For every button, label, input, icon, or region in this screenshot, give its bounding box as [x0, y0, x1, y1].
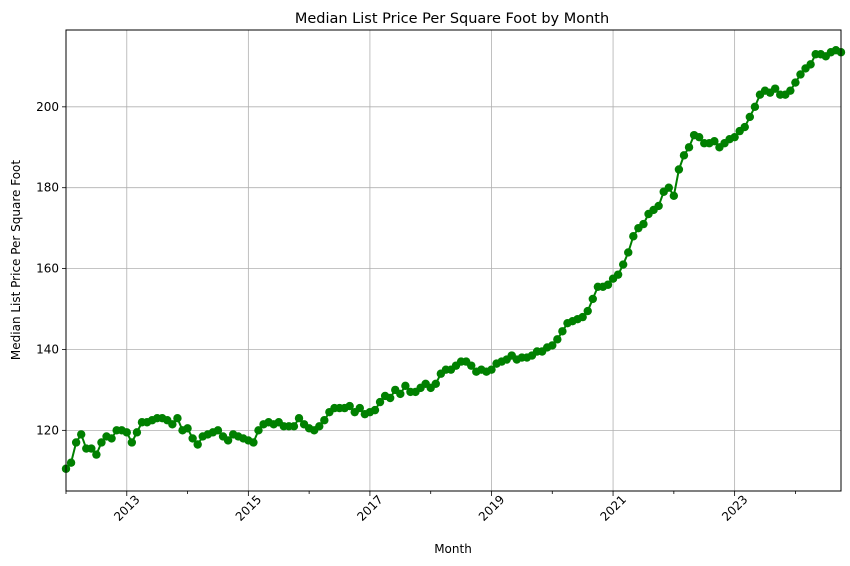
data-point [254, 426, 263, 435]
data-point [588, 294, 597, 304]
data-point [355, 403, 364, 413]
data-point [168, 420, 177, 429]
data-point [294, 414, 304, 423]
data-point [669, 191, 679, 200]
data-point [122, 428, 131, 437]
data-point [107, 434, 116, 443]
x-tick-label: 2023 [719, 492, 750, 523]
data-point [578, 312, 587, 322]
data-point [385, 393, 395, 403]
x-axis: 2013 2015 2017 2019 2021 2023 [65, 491, 796, 524]
data-point [603, 280, 613, 289]
data-point [370, 405, 380, 415]
series [61, 46, 846, 473]
data-point [77, 430, 86, 439]
x-tick-label: 2019 [476, 492, 507, 523]
y-axis-label: Median List Price Per Square Foot [9, 160, 23, 360]
data-point [664, 183, 673, 192]
data-point [431, 379, 440, 389]
data-point [791, 78, 800, 87]
data-point [618, 260, 628, 269]
data-point [654, 201, 663, 211]
y-tick-label: 160 [36, 262, 59, 276]
data-point [315, 422, 324, 431]
y-tick-label: 140 [36, 342, 59, 356]
data-point [127, 438, 137, 447]
data-point [249, 438, 258, 447]
data-point [786, 86, 795, 95]
chart-title: Median List Price Per Square Foot by Mon… [295, 11, 609, 27]
data-point [487, 365, 496, 374]
data-point [193, 440, 202, 449]
y-tick-label: 180 [36, 181, 59, 195]
data-point [679, 151, 689, 160]
grid [66, 30, 841, 491]
data-point [624, 248, 633, 257]
data-point [66, 458, 76, 467]
data-point [92, 450, 101, 459]
series-line [65, 49, 842, 470]
data-point [289, 422, 299, 431]
data-point [745, 112, 755, 122]
data-point [553, 335, 562, 344]
data-point [223, 436, 233, 445]
x-tick-label: 2015 [233, 492, 264, 523]
data-point [396, 389, 405, 399]
data-point [87, 444, 96, 453]
data-point [320, 416, 329, 425]
data-point [796, 70, 805, 79]
data-point [806, 60, 815, 69]
data-point [375, 397, 385, 407]
data-point [613, 270, 623, 279]
x-tick-label: 2017 [354, 492, 385, 523]
data-point [740, 122, 749, 132]
data-point [674, 165, 684, 174]
data-point [710, 137, 719, 146]
data-point [401, 381, 410, 391]
plot-frame [65, 29, 842, 492]
data-point [750, 102, 760, 112]
data-point [97, 438, 106, 447]
data-point [639, 219, 648, 229]
data-point [467, 361, 476, 370]
data-point [188, 434, 197, 443]
data-point [629, 232, 638, 241]
data-point [132, 428, 142, 437]
x-axis-label: Month [434, 542, 472, 556]
y-axis: 120 140 160 180 200 [36, 100, 66, 437]
x-tick-label: 2021 [597, 492, 628, 523]
data-point [213, 426, 223, 435]
data-point [345, 401, 354, 411]
data-point [730, 132, 739, 142]
x-tick-label: 2013 [111, 492, 142, 523]
data-point [684, 143, 694, 152]
data-point [548, 341, 557, 350]
y-tick-label: 120 [36, 423, 59, 437]
data-point [694, 132, 704, 142]
data-point [183, 424, 192, 433]
data-point [173, 414, 182, 423]
data-point [71, 438, 81, 447]
data-point [558, 327, 567, 336]
data-point [583, 306, 592, 316]
data-point [770, 84, 780, 93]
y-tick-label: 200 [36, 100, 59, 114]
